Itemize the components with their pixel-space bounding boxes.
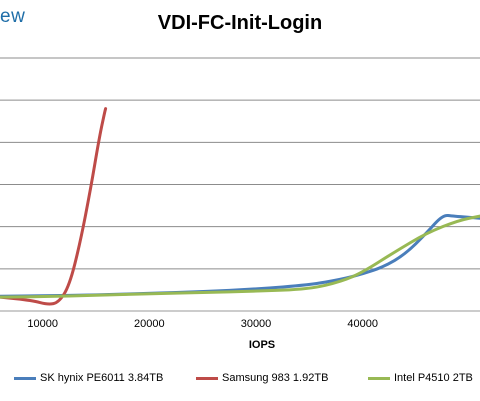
- x-tick-label: 40000: [347, 318, 378, 330]
- brand-logo-text: ew: [0, 6, 26, 27]
- legend-swatch: [196, 376, 218, 380]
- chart-title: VDI-FC-Init-Login: [157, 12, 323, 34]
- legend-label: Intel P4510 2TB: [394, 372, 473, 384]
- series-line-0: [0, 213, 480, 298]
- series-lines: [0, 107, 480, 306]
- legend-swatch: [14, 376, 36, 380]
- series-line-2: [0, 214, 480, 299]
- chart-canvas: 10000 20000 30000 40000 IOPS: [0, 57, 480, 351]
- legend-label: SK hynix PE6011 3.84TB: [40, 372, 164, 384]
- series-line-1: [0, 107, 108, 306]
- x-tick-labels: 10000 20000 30000 40000: [27, 318, 378, 330]
- legend-item: Samsung 983 1.92TB: [196, 372, 328, 384]
- legend-label: Samsung 983 1.92TB: [222, 372, 329, 384]
- x-tick-label: 30000: [241, 318, 272, 330]
- x-axis-label: IOPS: [249, 339, 275, 351]
- legend-item: Intel P4510 2TB: [368, 372, 473, 384]
- legend-item: SK hynix PE6011 3.84TB: [14, 372, 163, 384]
- gridlines: [0, 57, 480, 270]
- x-tick-label: 10000: [27, 318, 58, 330]
- legend: SK hynix PE6011 3.84TB Samsung 983 1.92TB…: [0, 372, 480, 390]
- x-tick-label: 20000: [134, 318, 165, 330]
- legend-swatch: [368, 376, 390, 380]
